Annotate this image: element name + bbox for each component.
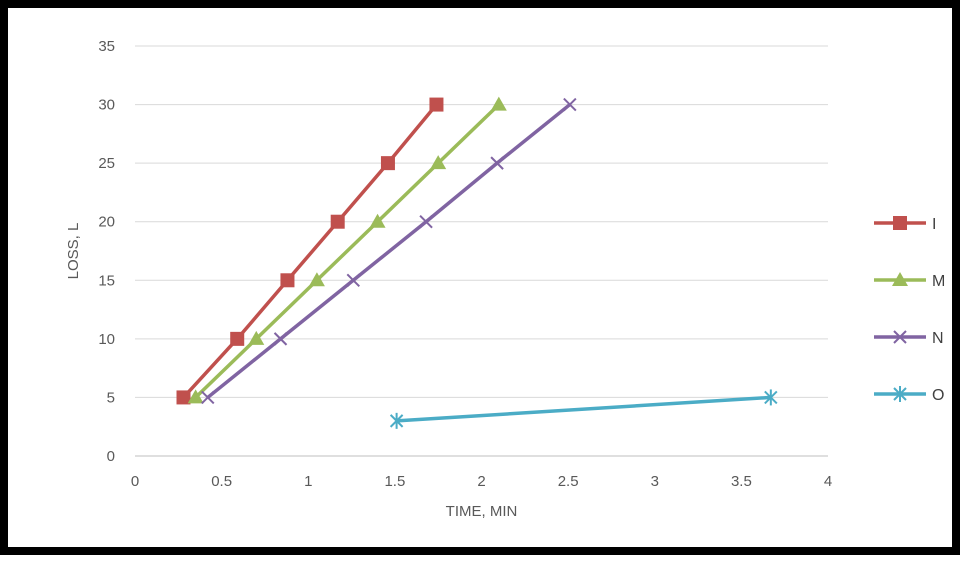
y-tick-label: 10 [98,331,115,348]
y-tick-label: 35 [98,38,115,55]
legend-label: O [932,387,944,404]
x-tick-label: 1.5 [384,473,405,490]
y-tick-label: 5 [107,389,115,406]
x-tick-label: 2 [477,473,485,490]
data-point [563,97,577,112]
data-point [248,330,265,345]
y-tick-label: 20 [98,214,115,231]
legend-entry-i: I [874,216,936,233]
data-point [369,213,386,228]
data-point [764,389,778,406]
legend-marker [893,386,907,402]
line-chart: 0 5 10 15 20 25 30 35 0 0.5 1 1.5 2 2.5 3 3.5 4 I M N O TIM… [65,38,945,520]
y-tick-label: 25 [98,155,115,172]
data-point [273,332,288,346]
series-layer [176,96,778,429]
data-point [429,97,444,112]
x-tick-label: 3.5 [731,473,752,490]
series-line-n [206,103,571,399]
series-o [389,389,778,429]
legend-marker [892,272,908,286]
data-point [346,273,361,287]
x-axis-title: TIME, MIN [446,503,518,520]
y-tick-label: 0 [107,448,115,465]
x-tick-label: 1 [304,473,312,490]
legend-entry-m: M [874,272,945,290]
data-point [430,155,447,170]
x-tick-label: 3 [651,473,659,490]
data-point [280,273,295,288]
x-tick-label: 0.5 [211,473,232,490]
legend-entry-n: N [874,330,944,347]
y-axis-title: LOSS, L [65,223,82,280]
data-point [389,412,404,429]
legend-marker [893,216,907,230]
legend-label: M [932,273,945,290]
legend-label: N [932,330,944,347]
y-tick-label: 30 [98,97,115,114]
data-point [176,390,191,405]
data-point [380,156,395,171]
legend-label: I [932,216,936,233]
x-tick-label: 4 [824,473,832,490]
y-tick-label: 15 [98,272,115,289]
series-line-o [396,395,771,423]
legend: I M N O [874,216,945,404]
series-m [187,96,507,404]
data-point [187,389,204,404]
series-line-i [182,103,438,399]
legend-entry-o: O [874,386,944,404]
gridlines [135,45,828,398]
x-tick-label: 2.5 [558,473,579,490]
data-point [330,214,345,229]
data-point [419,215,433,229]
data-point [230,331,245,346]
data-point [490,156,504,170]
data-point [490,96,507,111]
data-point [308,272,325,287]
series-n [201,97,577,405]
axes: 0 5 10 15 20 25 30 35 0 0.5 1 1.5 2 2.5 3 3.5 4 [98,38,832,490]
series-i [176,97,444,405]
series-line-m [194,103,501,399]
data-point [201,390,215,405]
x-tick-label: 0 [131,473,139,490]
legend-marker [893,330,907,344]
